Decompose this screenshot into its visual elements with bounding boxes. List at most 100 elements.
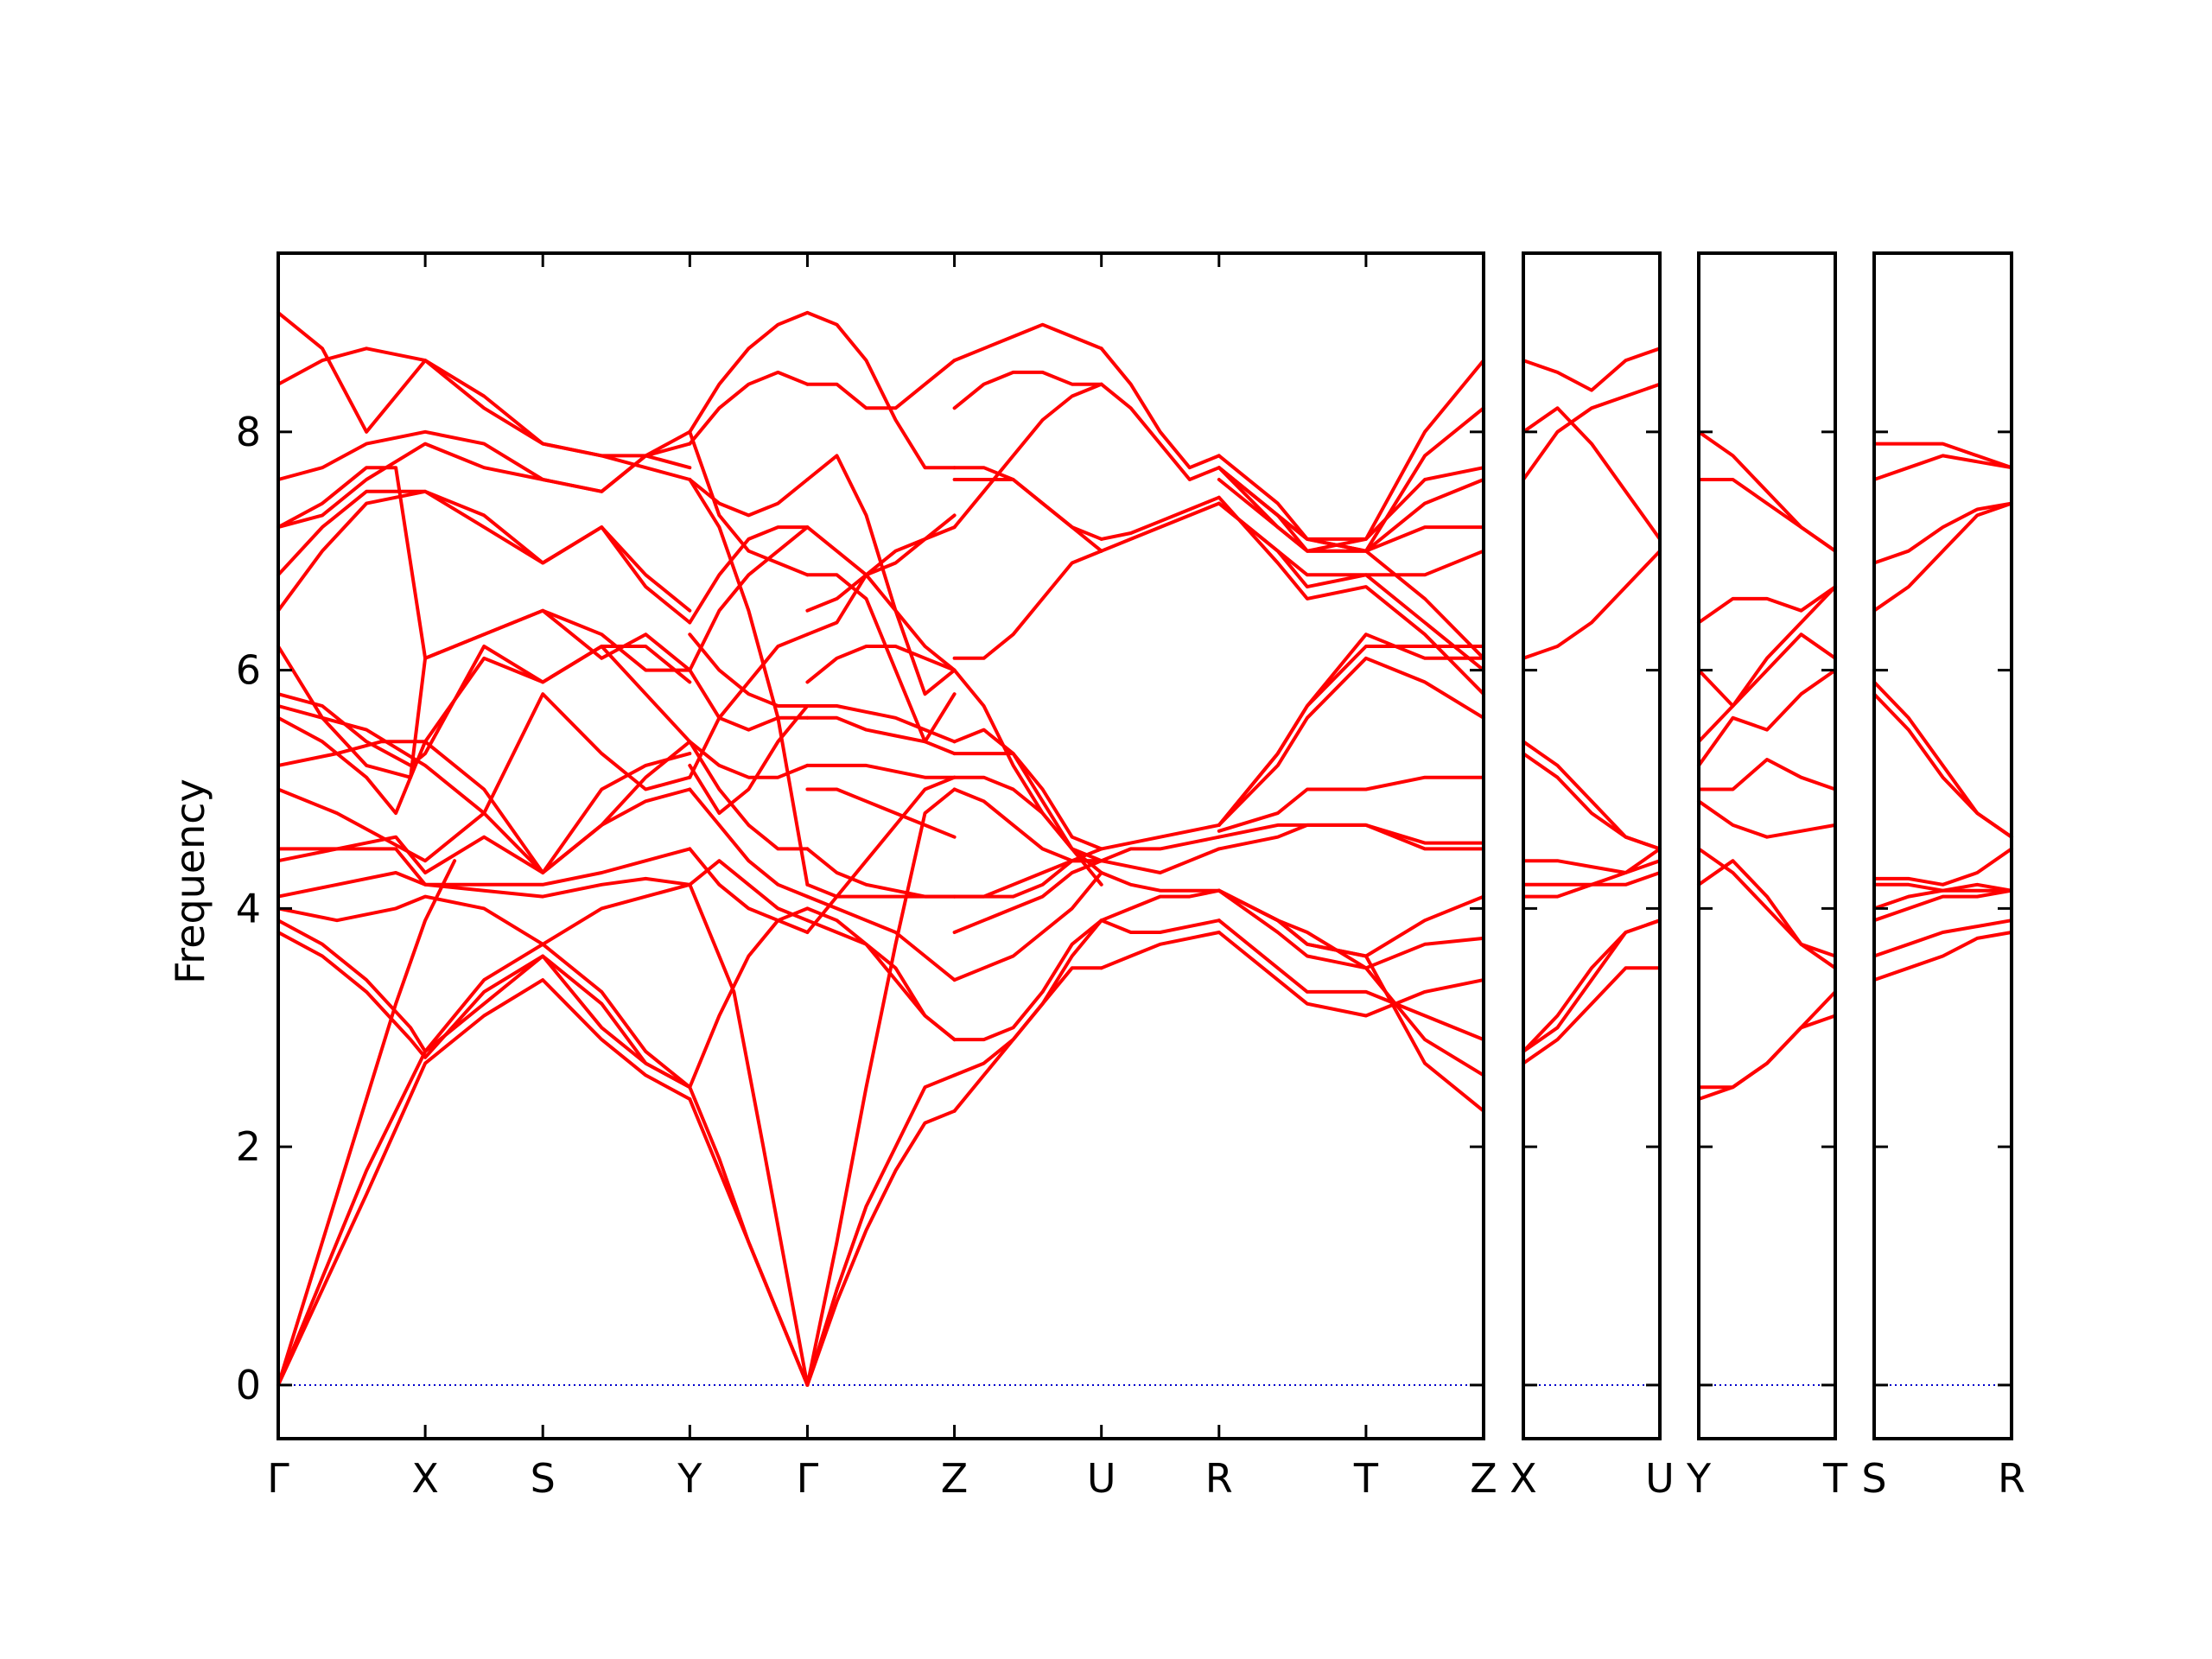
band-line-X-U-8 [1522, 549, 1662, 660]
band-line-X-U-10 [1522, 406, 1662, 541]
band-line-main-78 [952, 466, 1103, 541]
band-line-main-5 [276, 882, 692, 946]
band-line-main-82 [1099, 918, 1221, 934]
x-tick-label: Y [677, 1455, 702, 1502]
band-line-main-26 [688, 859, 810, 923]
band-line-main-57 [805, 573, 957, 672]
x-tick-label: U [1645, 1455, 1675, 1502]
band-line-main-108 [1217, 466, 1485, 553]
band-line-main-15 [276, 489, 692, 625]
band-line-main-100 [1217, 775, 1485, 833]
band-line-Y-T-7 [1697, 632, 1837, 744]
band-line-main-16 [276, 489, 692, 613]
band-line-main-97 [1217, 888, 1485, 958]
band-line-X-U-9 [1522, 382, 1662, 481]
band-line-main-54 [805, 704, 957, 744]
x-tick-label: Z [941, 1455, 969, 1502]
band-line-main-88 [1099, 501, 1221, 553]
band-line-main-89 [1099, 495, 1221, 541]
band-line-main-67 [952, 859, 1103, 934]
band-line-main-53 [805, 715, 957, 756]
band-line-main-7 [276, 847, 692, 887]
band-line-Y-T-3 [1697, 847, 1837, 958]
band-line-X-U-7 [1522, 740, 1662, 851]
band-line-main-60 [805, 454, 957, 696]
x-tick-label: X [411, 1455, 439, 1502]
band-line-main-12 [276, 704, 692, 874]
band-line-main-37 [688, 478, 810, 887]
band-line-main-19 [276, 429, 692, 493]
x-tick-label: R [1998, 1455, 2025, 1502]
band-line-main-40 [688, 370, 810, 446]
band-line-S-R-4 [1872, 882, 2013, 893]
y-tick-label: 0 [236, 1362, 261, 1408]
band-line-Y-T-6 [1697, 668, 1837, 767]
band-line-main-73 [952, 728, 1103, 887]
band-line-S-R-0 [1872, 931, 2013, 982]
band-line-main-90 [1099, 382, 1221, 481]
y-tick-label: 6 [236, 647, 261, 694]
band-line-main-20 [276, 346, 692, 481]
band-line-main-62 [805, 310, 957, 470]
band-line-main-59 [805, 513, 957, 577]
band-line-main-103 [1217, 632, 1485, 827]
band-line-main-8 [276, 787, 692, 874]
y-tick-label: 8 [236, 409, 261, 455]
x-tick-label: X [1510, 1455, 1537, 1502]
band-line-main-51 [805, 787, 957, 839]
band-line-main-31 [688, 704, 810, 816]
band-line-main-43 [805, 1073, 957, 1387]
band-line-main-109 [1217, 454, 1485, 541]
band-line-main-46 [805, 918, 957, 1042]
band-line-main-39 [688, 429, 810, 577]
band-line-main-66 [952, 871, 1103, 982]
x-tick-label: Y [1686, 1455, 1712, 1502]
band-line-main-2 [276, 859, 457, 1387]
band-line-main-3 [276, 931, 692, 1090]
band-line-main-55 [805, 645, 957, 684]
band-line-X-U-4 [1522, 871, 1662, 887]
band-line-main-58 [805, 573, 957, 744]
band-line-main-83 [1099, 888, 1221, 923]
band-line-main-44 [805, 787, 957, 1387]
band-line-main-74 [952, 668, 1103, 863]
band-line-X-U-11 [1522, 346, 1662, 392]
panel-frame [1697, 251, 1837, 1440]
band-line-Y-T-1 [1697, 989, 1837, 1090]
band-line-main-79 [952, 370, 1103, 410]
band-line-S-R-11 [1872, 442, 2013, 470]
band-line-main-85 [1099, 847, 1221, 874]
band-line-main-1 [276, 954, 692, 1387]
panel-frame [1872, 251, 2013, 1440]
panel-frame [1522, 251, 1662, 1440]
band-line-main-38 [688, 478, 810, 518]
band-line-main-76 [952, 382, 1103, 530]
band-line-main-65 [952, 918, 1103, 1042]
band-line-S-R-1 [1872, 918, 2013, 958]
band-line-S-R-5 [1872, 847, 2013, 887]
x-tick-label: T [1353, 1455, 1379, 1502]
band-line-S-R-9 [1872, 501, 2013, 565]
band-line-main-29 [688, 632, 810, 779]
band-line-X-U-2 [1522, 918, 1662, 1053]
band-line-main-28 [688, 787, 810, 899]
x-tick-label: Z [1470, 1455, 1497, 1502]
band-line-main-6 [276, 871, 692, 899]
band-line-main-25 [688, 906, 810, 1090]
y-tick-label: 4 [236, 885, 261, 931]
x-tick-label: S [531, 1455, 556, 1502]
band-line-main-95 [1217, 888, 1485, 1113]
band-line-main-42 [805, 1109, 957, 1387]
band-line-main-72 [952, 752, 1103, 851]
band-line-main-87 [1099, 823, 1221, 851]
band-line-main-21 [276, 310, 692, 470]
band-line-main-47 [805, 775, 957, 934]
band-line-X-U-0 [1522, 966, 1662, 1065]
band-line-main-86 [1099, 835, 1221, 863]
band-line-main-84 [1099, 871, 1221, 893]
band-line-Y-T-4 [1697, 799, 1837, 839]
band-line-main-33 [688, 668, 810, 732]
band-line-main-69 [952, 847, 1103, 899]
